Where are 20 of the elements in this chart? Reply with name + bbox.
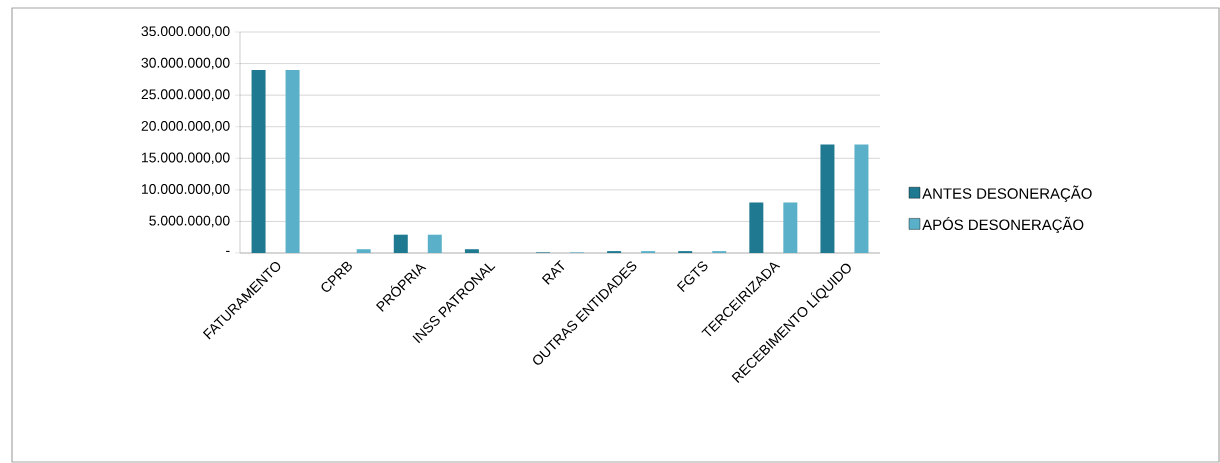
bar — [749, 202, 764, 253]
y-tick-label: 15.000.000,00 — [142, 152, 230, 165]
bar — [854, 144, 869, 253]
bar — [427, 234, 442, 253]
y-tick-label: 30.000.000,00 — [141, 57, 230, 70]
bar — [464, 249, 479, 253]
y-tick-label: 25.000.000,00 — [141, 89, 230, 101]
bar — [285, 69, 300, 253]
y-tick-label: 5.000.000,00 — [149, 215, 230, 228]
bar — [356, 249, 371, 253]
bar — [783, 202, 798, 253]
y-tick-label: - — [226, 250, 230, 252]
bar — [820, 144, 835, 253]
y-tick-label: 35.000.000,00 — [141, 26, 230, 38]
legend-label: APÓS DESONERAÇÃO — [922, 216, 1084, 234]
legend-label: ANTES DESONERAÇÃO — [922, 185, 1092, 202]
bar — [251, 69, 266, 253]
y-tick-label: 20.000.000,00 — [141, 120, 230, 133]
bar — [393, 234, 408, 253]
y-tick-label: 10.000.000,00 — [142, 184, 230, 196]
